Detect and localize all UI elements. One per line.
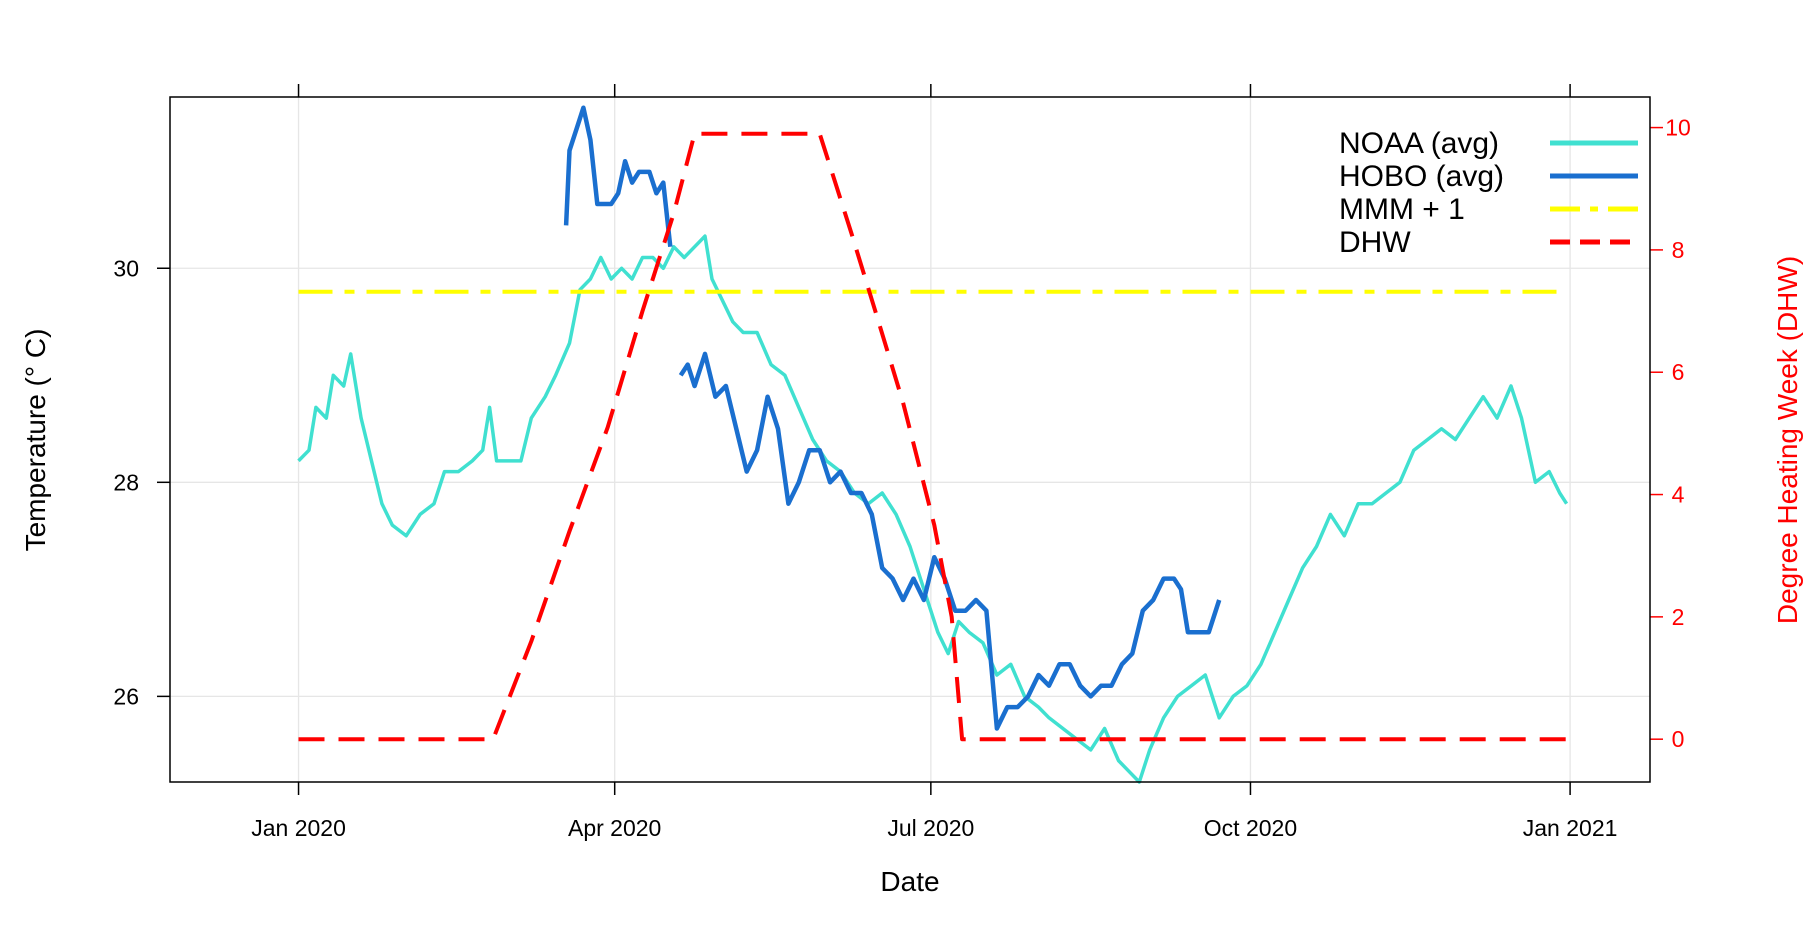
y-right-tick-label: 8 [1672,237,1685,263]
y-right-tick-label: 10 [1665,115,1691,141]
legend-label: HOBO (avg) [1339,160,1504,193]
legend-label: NOAA (avg) [1339,127,1499,160]
series-hobo-avg-line [678,351,1222,731]
y-axis-right-title: Degree Heating Week (DHW) [1772,256,1803,624]
x-tick-label: Apr 2020 [568,815,661,841]
legend-label: MMM + 1 [1339,193,1465,226]
x-tick-label: Oct 2020 [1204,815,1297,841]
legend-label: DHW [1339,226,1411,259]
series-layer [297,105,1569,784]
y-right-tick-label: 6 [1672,359,1685,385]
grid-layer [170,97,1650,782]
series-hobo-avg-line [563,105,673,248]
series-noaa-avg-line [297,234,1569,784]
y-tick-label: 28 [113,469,139,495]
x-axis-title: Date [880,866,939,897]
x-tick-label: Jan 2021 [1523,815,1618,841]
axes-layer: Jan 2020 Apr 2020 Jul 2020 Oct 2020 Jan 2021… [113,84,1691,841]
y-tick-label: 30 [113,255,139,281]
y-right-tick-label: 2 [1672,604,1685,630]
x-tick-label: Jan 2020 [251,815,346,841]
series-dhw-line [298,131,1567,742]
y-right-tick-label: 4 [1672,482,1685,508]
y-tick-label: 26 [113,683,139,709]
x-tick-label: Jul 2020 [887,815,974,841]
y-axis-title: Temperature (° C) [20,329,51,552]
y-right-tick-label: 0 [1672,726,1685,752]
plot-frame [169,96,1651,783]
